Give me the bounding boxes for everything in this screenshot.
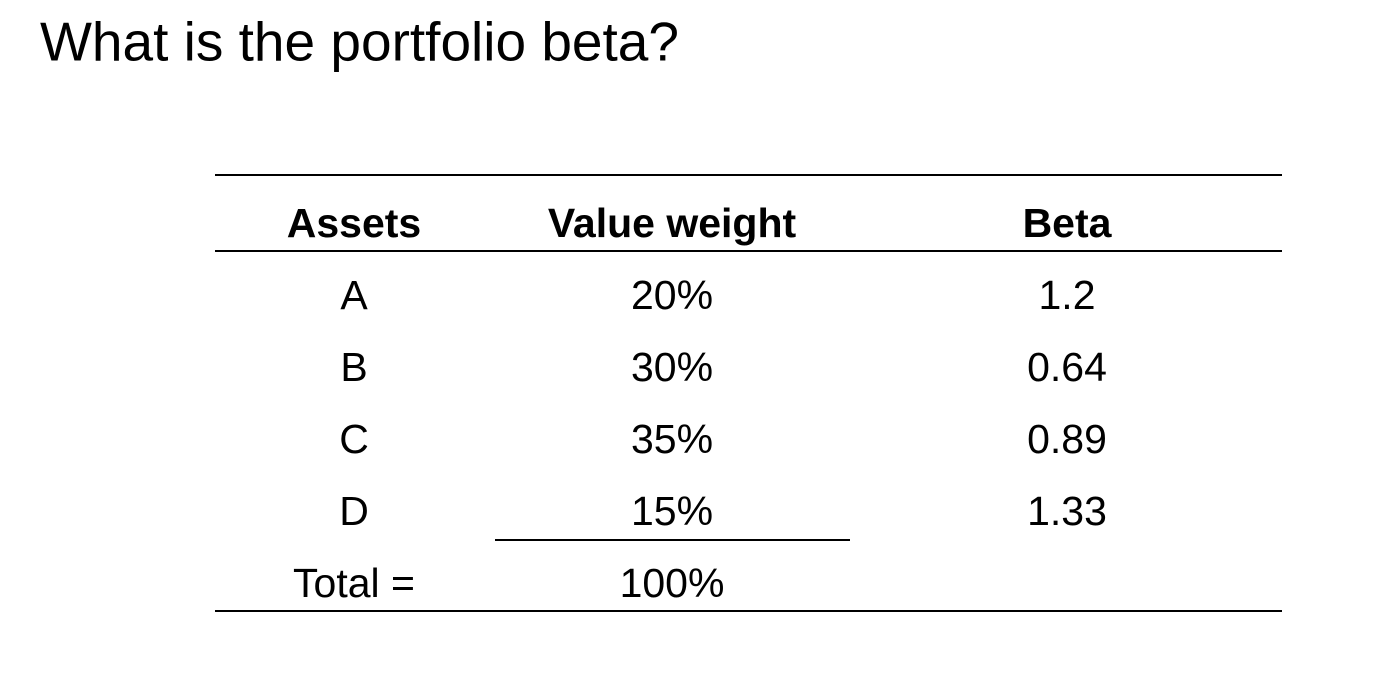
column-header: Value weight bbox=[548, 200, 797, 246]
table-cell: B bbox=[340, 344, 367, 390]
total-label: Total = bbox=[293, 560, 415, 606]
table-cell: 0.64 bbox=[1027, 344, 1107, 390]
question-title: What is the portfolio beta? bbox=[40, 11, 679, 73]
table-cell: 30% bbox=[631, 344, 713, 390]
column-header: Assets bbox=[287, 200, 421, 246]
total-value: 100% bbox=[620, 560, 725, 606]
table-cell: 35% bbox=[631, 416, 713, 462]
table-cell: 20% bbox=[631, 272, 713, 318]
table-cell: D bbox=[339, 488, 369, 534]
table-cell: 1.33 bbox=[1027, 488, 1107, 534]
table-cell: 0.89 bbox=[1027, 416, 1107, 462]
table-cell: 15% bbox=[631, 488, 713, 534]
table: Assets Value weight Beta A 20% 1.2 B 30% 0.64 C 35… bbox=[287, 200, 1113, 606]
table-cell: C bbox=[339, 416, 369, 462]
table-cell: 1.2 bbox=[1039, 272, 1096, 318]
column-header: Beta bbox=[1023, 200, 1113, 246]
table-cell: A bbox=[340, 272, 368, 318]
